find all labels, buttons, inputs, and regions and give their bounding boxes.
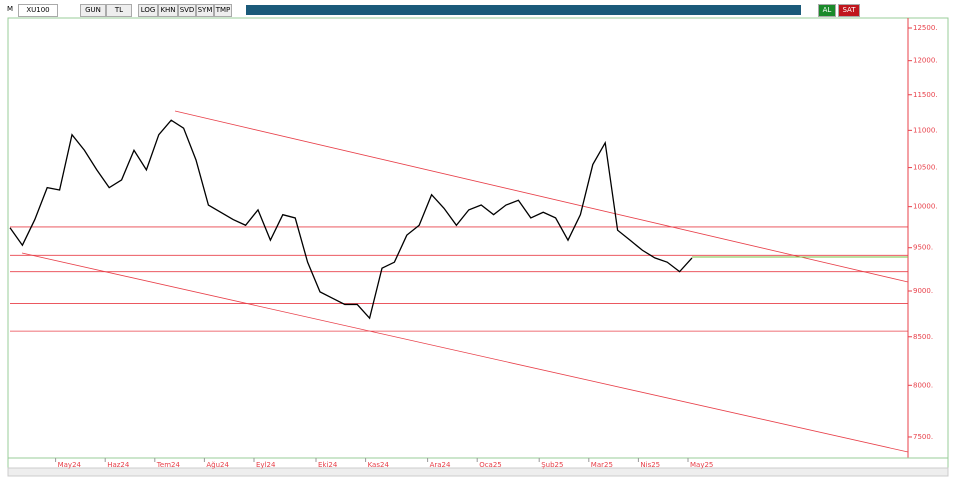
- trend-line: [174, 110, 909, 283]
- button[interactable]: LOG: [138, 4, 158, 17]
- toolbar: M XU100 GUN TL LOG KHN SVD SYM TMP AL SA…: [6, 4, 948, 17]
- x-tick-label: May25: [690, 461, 713, 469]
- y-tick-label: 8000.: [913, 381, 933, 389]
- x-tick-label: Şub25: [541, 461, 563, 469]
- x-tick-label: Ara24: [430, 461, 451, 469]
- button[interactable]: SVD: [178, 4, 196, 17]
- frame: [7, 17, 949, 469]
- button[interactable]: TMP: [214, 4, 232, 17]
- x-tick-label: Tem24: [156, 461, 181, 469]
- button[interactable]: GUN: [80, 4, 106, 17]
- y-tick-label: 11000.: [913, 126, 938, 134]
- x-tick-label: Nis25: [640, 461, 660, 469]
- x-tick-label: Eki24: [318, 461, 338, 469]
- x-tick-label: Ağu24: [206, 461, 229, 469]
- x-tick-label: May24: [58, 461, 82, 469]
- symbol[interactable]: XU100: [18, 4, 58, 17]
- y-tick-label: 9500.: [913, 244, 933, 252]
- x-tick-label: Mar25: [591, 461, 613, 469]
- y-tick-label: 11500.: [913, 91, 938, 99]
- y-tick-label: 7500.: [913, 433, 933, 441]
- title-bar: [246, 5, 801, 15]
- sell-button[interactable]: SAT: [838, 4, 860, 17]
- button[interactable]: TL: [106, 4, 132, 17]
- y-tick-label: 12000.: [913, 57, 938, 65]
- x-tick-label: Oca25: [479, 461, 502, 469]
- button[interactable]: SYM: [196, 4, 214, 17]
- button[interactable]: KHN: [158, 4, 178, 17]
- price-line: [9, 119, 693, 320]
- trend-line: [21, 252, 909, 453]
- x-tick-label: Haz24: [107, 461, 130, 469]
- matrix: MATR:KS: [868, 5, 904, 13]
- scrollbar[interactable]: [7, 467, 949, 477]
- mode: M: [6, 5, 14, 13]
- y-tick-label: 8500.: [913, 333, 933, 341]
- y-tick-label: 12500.: [913, 24, 938, 32]
- y-tick-label: 10500.: [913, 164, 938, 172]
- y-tick-label: 10000.: [913, 203, 938, 211]
- buy-button[interactable]: AL: [818, 4, 836, 17]
- x-tick-label: Kas24: [368, 461, 390, 469]
- y-tick-label: 9000.: [913, 287, 933, 295]
- x-tick-label: Eyl24: [256, 461, 276, 469]
